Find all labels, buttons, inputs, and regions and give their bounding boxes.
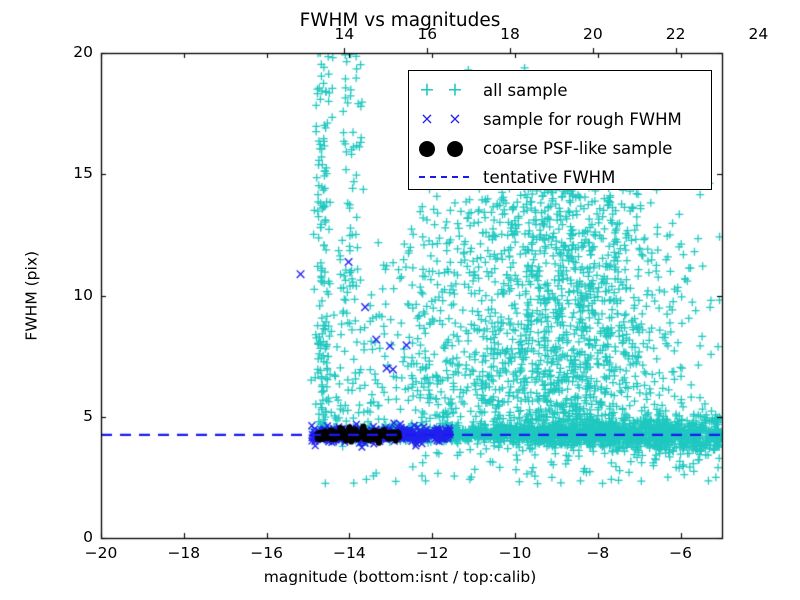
legend-label: tentative FWHM xyxy=(483,167,616,187)
x-tick-label-4: −12 xyxy=(415,544,449,562)
x-axis-label: magnitude (bottom:isnt / top:calib) xyxy=(263,568,537,586)
legend-glyph: + xyxy=(447,78,463,101)
top-tick-label-1: 16 xyxy=(417,25,438,43)
x-tick-label-2: −16 xyxy=(250,544,283,562)
legend-item-2: ● ● coarse PSF-like sample xyxy=(409,133,713,163)
x-tick-label-6: −8 xyxy=(586,544,610,562)
top-tick-label-4: 22 xyxy=(665,25,686,43)
legend-item-0: + + all sample xyxy=(409,75,713,105)
legend-item-3: tentative FWHM xyxy=(409,162,713,192)
chart-legend: + + all sample × × sample for rough FWHM ● ● coa… xyxy=(408,70,712,190)
legend-marker-x-icon: × × xyxy=(409,104,483,134)
y-tick-label-0: 0 xyxy=(83,528,93,546)
legend-dashed-line-icon xyxy=(419,176,469,178)
x-tick-label-5: −10 xyxy=(498,544,532,562)
legend-glyph: ● xyxy=(445,135,465,160)
y-axis-label: FWHM (pix) xyxy=(22,250,41,341)
legend-label: all sample xyxy=(483,80,568,100)
top-tick-label-0: 14 xyxy=(334,25,355,43)
legend-marker-line-icon xyxy=(409,162,483,192)
legend-label: coarse PSF-like sample xyxy=(483,138,673,158)
legend-glyph: ● xyxy=(417,135,437,160)
y-tick-label-1: 5 xyxy=(83,406,93,425)
legend-item-1: × × sample for rough FWHM xyxy=(409,104,713,134)
y-tick-label-2: 10 xyxy=(73,285,93,304)
y-tick-label-4: 20 xyxy=(73,43,93,61)
legend-glyph: + xyxy=(419,78,435,101)
legend-glyph: × xyxy=(420,109,434,128)
legend-label: sample for rough FWHM xyxy=(483,109,682,129)
x-tick-label-7: −6 xyxy=(669,544,693,562)
x-tick-label-0: −20 xyxy=(84,544,118,562)
top-tick-label-2: 18 xyxy=(500,25,520,43)
top-tick-label-5: 24 xyxy=(748,25,769,43)
chart-title: FWHM vs magnitudes xyxy=(299,10,501,31)
legend-glyph: × xyxy=(448,109,462,128)
x-tick-label-1: −18 xyxy=(167,544,201,562)
legend-marker-o-icon: ● ● xyxy=(409,133,483,163)
legend-marker-+-icon: + + xyxy=(409,75,483,105)
x-tick-label-3: −14 xyxy=(333,544,366,562)
top-tick-label-3: 20 xyxy=(582,25,603,43)
y-tick-label-3: 15 xyxy=(73,164,93,183)
